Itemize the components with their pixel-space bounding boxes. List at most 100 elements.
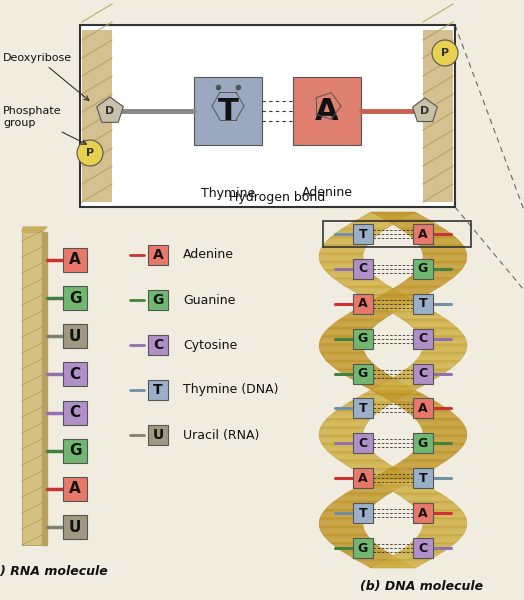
Polygon shape: [408, 501, 453, 502]
Polygon shape: [336, 499, 381, 500]
Polygon shape: [350, 378, 395, 379]
Polygon shape: [411, 542, 456, 543]
Polygon shape: [365, 481, 410, 482]
Polygon shape: [361, 473, 407, 475]
Text: T: T: [359, 402, 367, 415]
Polygon shape: [339, 460, 384, 461]
Polygon shape: [422, 259, 467, 260]
Polygon shape: [328, 328, 373, 329]
Polygon shape: [374, 391, 419, 392]
Polygon shape: [422, 250, 466, 251]
Polygon shape: [330, 326, 375, 327]
Polygon shape: [365, 392, 411, 393]
Polygon shape: [402, 371, 447, 372]
Polygon shape: [417, 510, 462, 511]
Polygon shape: [341, 283, 386, 284]
Text: A: A: [69, 253, 81, 268]
Polygon shape: [320, 427, 365, 428]
Polygon shape: [389, 222, 434, 223]
Polygon shape: [334, 367, 379, 368]
Text: C: C: [419, 332, 428, 345]
Polygon shape: [396, 404, 441, 405]
Polygon shape: [411, 237, 456, 238]
Polygon shape: [421, 263, 466, 264]
Polygon shape: [320, 529, 364, 530]
Polygon shape: [359, 396, 405, 397]
Polygon shape: [412, 415, 456, 416]
Polygon shape: [319, 438, 364, 439]
Text: C: C: [70, 367, 81, 382]
Polygon shape: [365, 387, 411, 388]
Polygon shape: [342, 284, 387, 285]
Polygon shape: [386, 398, 432, 400]
Polygon shape: [423, 346, 467, 347]
FancyBboxPatch shape: [413, 503, 433, 523]
Polygon shape: [387, 558, 433, 559]
Polygon shape: [421, 530, 465, 532]
Polygon shape: [332, 235, 377, 236]
Polygon shape: [355, 292, 401, 293]
Polygon shape: [330, 364, 374, 365]
Text: A: A: [358, 472, 368, 485]
Polygon shape: [418, 244, 463, 245]
Polygon shape: [355, 470, 400, 471]
Polygon shape: [381, 383, 427, 384]
Polygon shape: [383, 218, 428, 219]
FancyBboxPatch shape: [63, 248, 87, 272]
Polygon shape: [375, 392, 421, 393]
FancyBboxPatch shape: [353, 294, 373, 314]
Polygon shape: [375, 387, 421, 388]
Polygon shape: [420, 532, 464, 533]
Polygon shape: [416, 359, 461, 360]
Polygon shape: [413, 362, 458, 363]
Polygon shape: [326, 449, 371, 450]
FancyBboxPatch shape: [413, 398, 433, 418]
Polygon shape: [373, 566, 418, 567]
Polygon shape: [419, 445, 464, 446]
Polygon shape: [423, 523, 467, 524]
Polygon shape: [372, 301, 417, 302]
Polygon shape: [423, 526, 467, 527]
Polygon shape: [320, 349, 364, 350]
Polygon shape: [319, 525, 363, 526]
Polygon shape: [331, 276, 376, 277]
Text: Thymine: Thymine: [201, 187, 255, 199]
Polygon shape: [408, 278, 453, 279]
FancyBboxPatch shape: [353, 224, 373, 244]
FancyBboxPatch shape: [353, 329, 373, 349]
Polygon shape: [399, 317, 445, 318]
Polygon shape: [394, 287, 440, 288]
Polygon shape: [398, 316, 443, 317]
Polygon shape: [320, 263, 365, 264]
Polygon shape: [319, 433, 363, 434]
Polygon shape: [422, 251, 466, 252]
Polygon shape: [419, 356, 463, 358]
Polygon shape: [415, 330, 460, 331]
Text: C: C: [153, 338, 163, 352]
Polygon shape: [409, 544, 454, 545]
Polygon shape: [419, 422, 463, 424]
Polygon shape: [324, 358, 369, 359]
Polygon shape: [369, 478, 414, 479]
Polygon shape: [394, 403, 440, 404]
Polygon shape: [319, 524, 363, 525]
Polygon shape: [340, 372, 385, 373]
Text: (b) DNA molecule: (b) DNA molecule: [361, 580, 484, 593]
FancyBboxPatch shape: [413, 224, 433, 244]
Polygon shape: [322, 355, 366, 356]
Polygon shape: [398, 463, 443, 464]
Polygon shape: [396, 375, 441, 376]
Polygon shape: [339, 549, 385, 550]
Polygon shape: [401, 461, 446, 462]
Polygon shape: [335, 457, 380, 458]
Text: Adenine: Adenine: [183, 248, 234, 262]
Polygon shape: [336, 321, 381, 322]
Polygon shape: [380, 384, 425, 385]
Polygon shape: [423, 342, 467, 343]
Polygon shape: [319, 437, 363, 438]
Polygon shape: [416, 448, 461, 449]
Polygon shape: [328, 272, 372, 274]
Polygon shape: [342, 228, 387, 229]
Text: Deoxyribose: Deoxyribose: [3, 53, 89, 100]
Polygon shape: [422, 341, 467, 342]
